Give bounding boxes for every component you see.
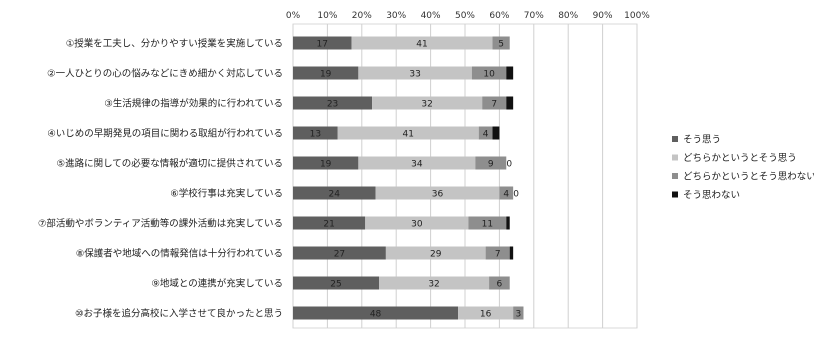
bar-segment (510, 247, 513, 260)
data-label: 32 (421, 100, 432, 110)
data-label: 3 (515, 310, 521, 320)
data-label: 10 (483, 70, 495, 80)
data-label: 32 (428, 280, 439, 290)
x-tick-label: 60% (489, 11, 509, 21)
legend-swatch (672, 155, 678, 161)
x-tick-label: 20% (352, 11, 372, 21)
data-label: 48 (370, 310, 382, 320)
data-label: 16 (480, 310, 492, 320)
data-label: 0 (513, 190, 519, 200)
data-label: 30 (411, 220, 423, 230)
data-label: 17 (317, 40, 328, 50)
category-label: ①授業を工夫し、分かりやすい授業を実施している (66, 38, 283, 50)
data-label: 0 (506, 160, 512, 170)
x-tick-label: 10% (317, 11, 337, 21)
bar-segment (493, 127, 500, 140)
bar-segment (506, 217, 509, 230)
bar-segment (506, 67, 513, 80)
bar-segment (506, 97, 513, 110)
data-label: 27 (334, 250, 345, 260)
legend-swatch (672, 192, 678, 198)
x-tick-label: 40% (421, 11, 441, 21)
legend-label: そう思わない (683, 190, 740, 201)
legend-label: そう思う (683, 135, 721, 146)
category-label: ③生活規律の指導が効果的に行われている (104, 98, 283, 110)
category-label: ⑨地域との連携が充実している (151, 278, 283, 290)
data-label: 33 (409, 70, 420, 80)
category-label: ⑥学校行事は充実している (170, 188, 283, 200)
data-label: 7 (495, 250, 501, 260)
data-label: 4 (483, 130, 489, 140)
data-label: 34 (411, 160, 423, 170)
data-label: 4 (503, 190, 509, 200)
x-tick-label: 50% (455, 11, 475, 21)
x-tick-label: 30% (386, 11, 406, 21)
data-label: 13 (310, 130, 321, 140)
data-label: 9 (488, 160, 494, 170)
category-label: ⑩お子様を追分高校に入学させて良かったと思う (75, 308, 283, 320)
legend-swatch (672, 173, 678, 179)
legend-label: どちらかというとそう思う (683, 153, 797, 164)
data-label: 23 (327, 100, 338, 110)
data-label: 6 (497, 280, 503, 290)
data-label: 19 (320, 70, 332, 80)
data-label: 11 (482, 220, 493, 230)
category-label: ④いじめの早期発見の項目に関わる取組が行われている (47, 128, 283, 140)
data-label: 41 (416, 40, 427, 50)
x-tick-label: 70% (524, 11, 544, 21)
category-label: ⑦部活動やボランティア活動等の課外活動は充実している (38, 218, 283, 230)
data-label: 5 (498, 40, 504, 50)
x-tick-label: 90% (593, 11, 613, 21)
data-label: 7 (491, 100, 497, 110)
x-tick-label: 80% (558, 11, 578, 21)
x-tick-label: 100% (624, 11, 650, 21)
data-label: 29 (430, 250, 442, 260)
x-tick-label: 0% (286, 11, 301, 21)
category-label: ②一人ひとりの心の悩みなどにきめ細かく対応している (47, 68, 283, 80)
data-label: 41 (403, 130, 414, 140)
data-label: 19 (320, 160, 332, 170)
data-label: 36 (432, 190, 444, 200)
legend-swatch (672, 136, 678, 142)
legend-label: どちらかというとそう思わない (683, 172, 814, 183)
data-label: 25 (330, 280, 341, 290)
category-label: ⑤進路に関しての必要な情報が適切に提供されている (57, 158, 283, 170)
data-label: 21 (323, 220, 334, 230)
data-label: 24 (329, 190, 341, 200)
category-label: ⑧保護者や地域への情報発信は十分行われている (76, 248, 283, 260)
